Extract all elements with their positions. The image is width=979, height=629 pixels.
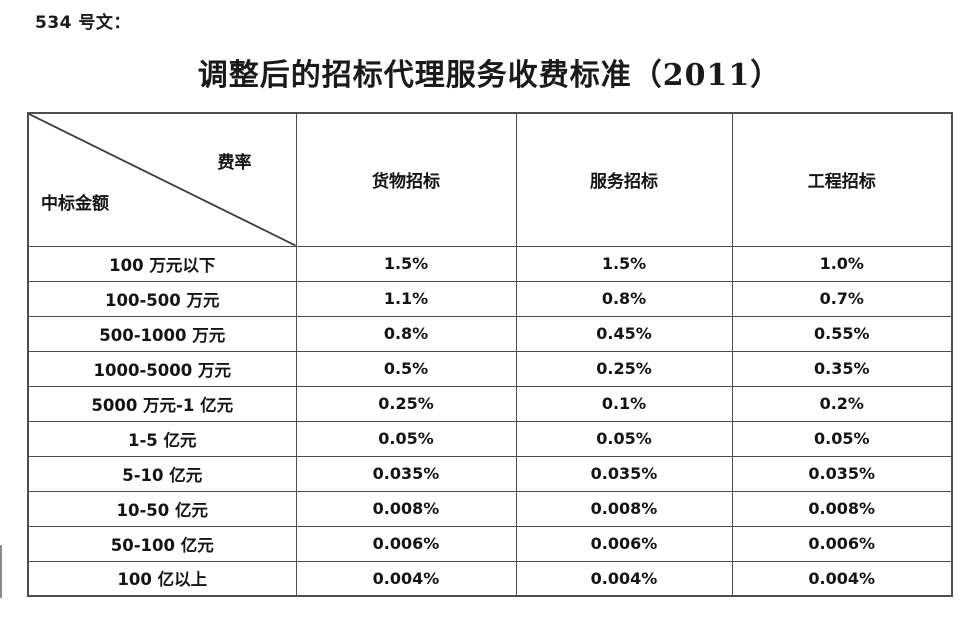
rate-services: 0.45% xyxy=(515,315,733,352)
rate-engineering: 0.55% xyxy=(731,315,953,352)
page-edge-fragment xyxy=(0,545,2,598)
rate-engineering: 0.008% xyxy=(731,490,953,527)
rate-engineering: 0.35% xyxy=(731,350,953,387)
rate-engineering: 0.05% xyxy=(731,420,953,457)
amount-range: 100-500 万元 xyxy=(27,280,297,317)
rate-goods: 0.008% xyxy=(295,490,517,527)
rate-services: 0.25% xyxy=(515,350,733,387)
rate-services: 0.008% xyxy=(515,490,733,527)
amount-range: 100 亿以上 xyxy=(27,560,297,597)
rate-engineering: 0.7% xyxy=(731,280,953,317)
table-row: 5000 万元-1 亿元 0.25% 0.1% 0.2% xyxy=(27,385,953,422)
table-row: 500-1000 万元 0.8% 0.45% 0.55% xyxy=(27,315,953,352)
diagonal-corner-cell: 费率 中标金额 xyxy=(27,112,297,247)
rate-goods: 0.006% xyxy=(295,525,517,562)
rate-services: 0.8% xyxy=(515,280,733,317)
amount-range: 1000-5000 万元 xyxy=(27,350,297,387)
fee-rate-table: 费率 中标金额 货物招标 服务招标 工程招标 100 万元以下 1.5% 1.5… xyxy=(27,112,953,597)
corner-label-fee-rate: 费率 xyxy=(217,153,252,173)
table-row: 100 亿以上 0.004% 0.004% 0.004% xyxy=(27,560,953,597)
rate-services: 0.05% xyxy=(515,420,733,457)
rate-services: 1.5% xyxy=(515,245,733,282)
table-row: 100 万元以下 1.5% 1.5% 1.0% xyxy=(27,245,953,282)
table-row: 100-500 万元 1.1% 0.8% 0.7% xyxy=(27,280,953,317)
rate-goods: 0.004% xyxy=(295,560,517,597)
column-header-goods: 货物招标 xyxy=(295,112,517,247)
corner-label-bid-amount: 中标金额 xyxy=(41,193,109,214)
rate-engineering: 1.0% xyxy=(731,245,953,282)
rate-services: 0.035% xyxy=(515,455,733,492)
amount-range: 100 万元以下 xyxy=(27,245,297,282)
rate-engineering: 0.004% xyxy=(731,560,953,597)
rate-goods: 0.25% xyxy=(295,385,517,422)
rate-goods: 0.5% xyxy=(295,350,517,387)
column-header-engineering: 工程招标 xyxy=(731,112,953,247)
page-title: 调整后的招标代理服务收费标准（2011） xyxy=(197,58,782,93)
table-row: 50-100 亿元 0.006% 0.006% 0.006% xyxy=(27,525,953,562)
rate-services: 0.004% xyxy=(515,560,733,597)
amount-range: 5-10 亿元 xyxy=(27,455,297,492)
rate-services: 0.1% xyxy=(515,385,733,422)
rate-goods: 0.05% xyxy=(295,420,517,457)
table-row: 1-5 亿元 0.05% 0.05% 0.05% xyxy=(27,420,953,457)
table-row: 5-10 亿元 0.035% 0.035% 0.035% xyxy=(27,455,953,492)
diagonal-divider-line xyxy=(29,114,296,246)
rate-goods: 1.1% xyxy=(295,280,517,317)
rate-goods: 0.8% xyxy=(295,315,517,352)
table-row: 1000-5000 万元 0.5% 0.25% 0.35% xyxy=(27,350,953,387)
rate-services: 0.006% xyxy=(515,525,733,562)
table-header-row: 费率 中标金额 货物招标 服务招标 工程招标 xyxy=(27,112,953,247)
amount-range: 500-1000 万元 xyxy=(27,315,297,352)
rate-engineering: 0.2% xyxy=(731,385,953,422)
table-row: 10-50 亿元 0.008% 0.008% 0.008% xyxy=(27,490,953,527)
rate-goods: 1.5% xyxy=(295,245,517,282)
amount-range: 50-100 亿元 xyxy=(27,525,297,562)
document-number-label: 534 号文： xyxy=(35,13,131,33)
amount-range: 5000 万元-1 亿元 xyxy=(27,385,297,422)
amount-range: 10-50 亿元 xyxy=(27,490,297,527)
rate-goods: 0.035% xyxy=(295,455,517,492)
rate-engineering: 0.035% xyxy=(731,455,953,492)
column-header-services: 服务招标 xyxy=(515,112,733,247)
amount-range: 1-5 亿元 xyxy=(27,420,297,457)
rate-engineering: 0.006% xyxy=(731,525,953,562)
